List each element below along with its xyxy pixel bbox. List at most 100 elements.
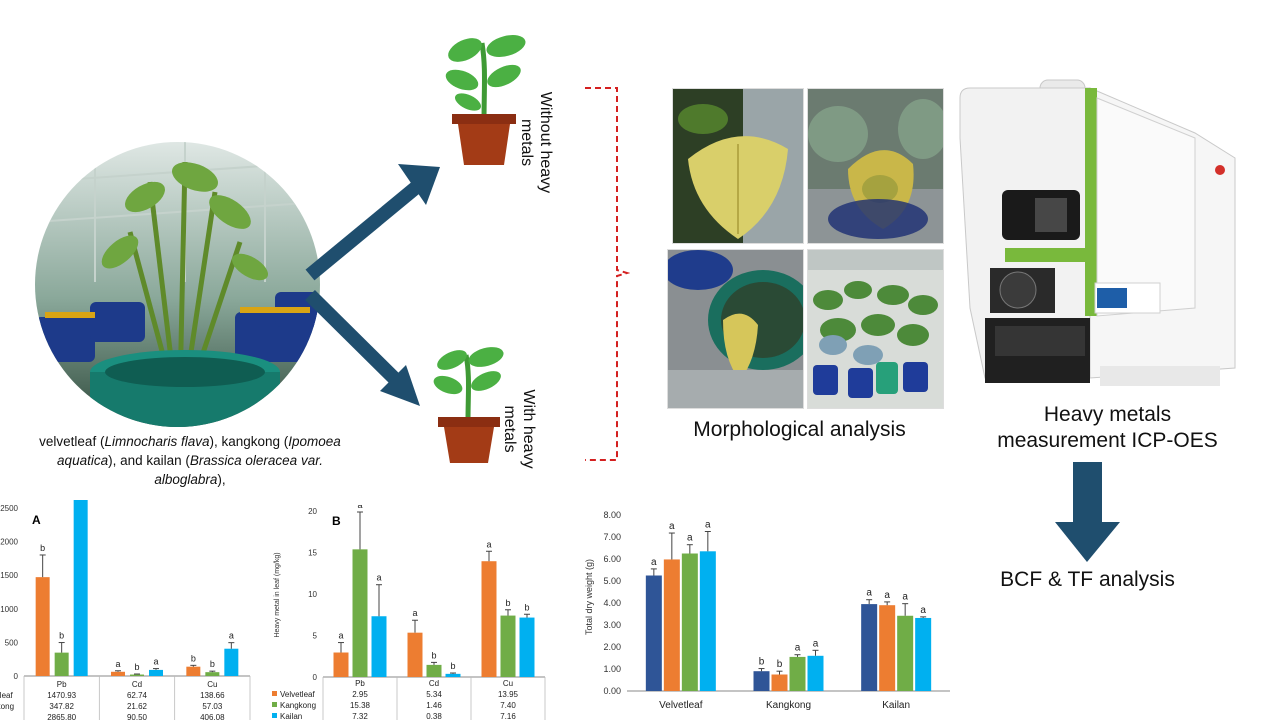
category-label: Pb [355, 679, 365, 688]
y-tick-label: 8.00 [603, 510, 621, 520]
bar-cd-1 [130, 674, 144, 676]
category-label: Pb [57, 680, 67, 689]
y-tick-label: 7.00 [603, 532, 621, 542]
significance-letter: b [134, 662, 139, 672]
category-label: Cu [503, 679, 513, 688]
significance-letter: a [153, 657, 158, 667]
y-tick-label: 6.00 [603, 554, 621, 564]
significance-letter: b [759, 657, 765, 668]
icp-oes-label: Heavy metals measurement ICP-OES [997, 403, 1218, 452]
bar-kangkong-0 [753, 671, 770, 691]
significance-letter: b [191, 653, 196, 663]
with-heavy-metals-label: With heavy metals [501, 389, 537, 469]
y-tick-label: 4.00 [603, 598, 621, 608]
significance-letter: a [884, 590, 890, 601]
without-heavy-metals-label: Without heavy metals [518, 91, 554, 194]
yellow-leaf-photo-1 [672, 88, 804, 244]
bar-velvetleaf-2 [681, 553, 698, 691]
significance-letter: a [705, 520, 711, 531]
table-cell: 138.66 [200, 691, 225, 700]
morphological-analysis-label: Morphological analysis [693, 418, 906, 441]
bar-cu-0 [481, 561, 497, 677]
significance-letter: a [813, 638, 819, 649]
legend-label: Kailan [280, 712, 302, 720]
bar-cd-1 [426, 664, 442, 677]
bar-cd-0 [407, 632, 423, 677]
table-cell: 7.32 [352, 712, 368, 720]
legend-swatch [272, 713, 277, 718]
y-tick-label: 0.00 [603, 686, 621, 696]
table-cell: 7.40 [500, 701, 516, 710]
y-tick-label: 5 [313, 632, 318, 641]
category-label: Kailan [882, 700, 910, 711]
potted-plant-icon-without-metals [445, 35, 526, 165]
table-cell: 21.62 [127, 702, 148, 711]
significance-letter: a [795, 643, 801, 654]
category-label: Cd [429, 679, 439, 688]
legend-label: Velvetleaf [0, 691, 13, 700]
y-tick-label: 1.00 [603, 664, 621, 674]
category-label: Velvetleaf [659, 700, 703, 711]
bar-pb-0 [333, 652, 349, 677]
chart-a-soil-metal: A05001000150020002500bbaPbabaCdbbaCuVelv… [0, 500, 251, 720]
down-arrow-to-bcf [1055, 462, 1120, 562]
table-cell: 13.95 [498, 690, 519, 699]
chart-b-leaf-metal: B Heavy metal in leaf (mg/kg) 0 5 10 15 20 a a a P… [272, 505, 546, 720]
significance-letter: a [920, 605, 926, 616]
legend-label: Kangkong [0, 702, 14, 711]
panel-label: A [32, 513, 41, 527]
category-label: Cu [207, 680, 217, 689]
table-cell: 1.46 [426, 701, 442, 710]
legend-swatch [272, 691, 277, 696]
category-label: Kangkong [766, 700, 811, 711]
significance-letter: a [338, 631, 343, 641]
bar-kailan-2 [897, 615, 914, 691]
significance-letter: a [669, 521, 675, 532]
bar-velvetleaf-1 [663, 559, 680, 691]
significance-letter: a [651, 557, 657, 568]
y-axis-label: Heavy metal in leaf (mg/kg) [274, 552, 281, 637]
table-cell: 2.95 [352, 690, 368, 699]
category-label: Cd [132, 680, 142, 689]
plant-species-caption: velvetleaf (Limnocharis flava), kangkong… [39, 434, 341, 487]
legend-label: Velvetleaf [280, 690, 315, 699]
bar-pb-2 [73, 500, 88, 676]
significance-letter: b [431, 650, 436, 660]
y-tick-label: 20 [308, 507, 317, 516]
panel-label: B [332, 514, 341, 528]
table-cell: 5.34 [426, 690, 442, 699]
significance-letter: a [229, 631, 234, 641]
table-cell: 2865.80 [47, 713, 76, 720]
significance-letter: a [486, 539, 491, 549]
bar-cd-2 [445, 673, 461, 677]
bar-pb-1 [54, 652, 69, 676]
icp-oes-instrument-illustration [959, 79, 1236, 386]
significance-letter: a [687, 533, 693, 544]
bar-cu-2 [519, 617, 535, 677]
y-tick-label: 1500 [0, 571, 18, 580]
legend-label: Kangkong [280, 701, 316, 710]
significance-letter: a [357, 505, 362, 510]
bar-velvetleaf-3 [699, 551, 716, 691]
significance-letter: b [450, 661, 455, 671]
legend-swatch [272, 702, 277, 707]
bar-cu-0 [186, 666, 201, 676]
bar-cu-1 [500, 615, 516, 677]
table-cell: 57.03 [202, 702, 223, 711]
bar-pb-0 [35, 577, 50, 676]
y-tick-label: 15 [308, 549, 317, 558]
yellow-leaf-photo-3 [667, 249, 804, 409]
significance-letter: a [376, 573, 381, 583]
dashed-bracket [585, 87, 630, 461]
bar-kangkong-1 [771, 674, 788, 691]
y-tick-label: 2500 [0, 504, 18, 513]
chart-c-dry-weight: Total dry weight (g) 0.00 1.00 2.00 3.00 4.00… [584, 510, 950, 711]
table-cell: 62.74 [127, 691, 148, 700]
bar-cu-2 [224, 648, 239, 676]
bar-pb-1 [352, 549, 368, 677]
bar-cd-0 [111, 671, 125, 676]
table-cell: 90.50 [127, 713, 148, 720]
significance-letter: b [777, 659, 783, 670]
significance-letter: a [866, 588, 872, 599]
significance-letter: b [59, 631, 64, 641]
